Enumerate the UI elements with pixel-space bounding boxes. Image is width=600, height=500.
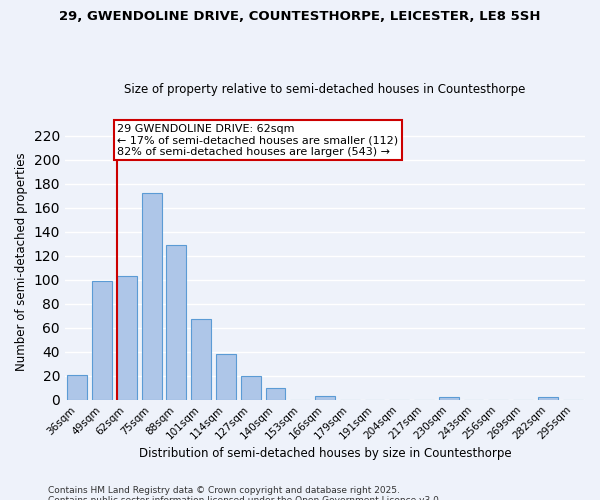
- X-axis label: Distribution of semi-detached houses by size in Countesthorpe: Distribution of semi-detached houses by …: [139, 447, 511, 460]
- Text: Contains public sector information licensed under the Open Government Licence v3: Contains public sector information licen…: [48, 496, 442, 500]
- Bar: [266, 388, 286, 400]
- Bar: [191, 320, 211, 400]
- Bar: [92, 281, 112, 400]
- Bar: [315, 396, 335, 400]
- Text: 29, GWENDOLINE DRIVE, COUNTESTHORPE, LEICESTER, LE8 5SH: 29, GWENDOLINE DRIVE, COUNTESTHORPE, LEI…: [59, 10, 541, 23]
- Bar: [67, 374, 87, 400]
- Text: Contains HM Land Registry data © Crown copyright and database right 2025.: Contains HM Land Registry data © Crown c…: [48, 486, 400, 495]
- Bar: [216, 354, 236, 400]
- Y-axis label: Number of semi-detached properties: Number of semi-detached properties: [15, 152, 28, 371]
- Bar: [117, 276, 137, 400]
- Bar: [166, 245, 186, 400]
- Bar: [439, 398, 458, 400]
- Bar: [142, 193, 161, 400]
- Title: Size of property relative to semi-detached houses in Countesthorpe: Size of property relative to semi-detach…: [124, 83, 526, 96]
- Bar: [538, 398, 558, 400]
- Bar: [241, 376, 260, 400]
- Text: 29 GWENDOLINE DRIVE: 62sqm
← 17% of semi-detached houses are smaller (112)
82% o: 29 GWENDOLINE DRIVE: 62sqm ← 17% of semi…: [118, 124, 398, 157]
